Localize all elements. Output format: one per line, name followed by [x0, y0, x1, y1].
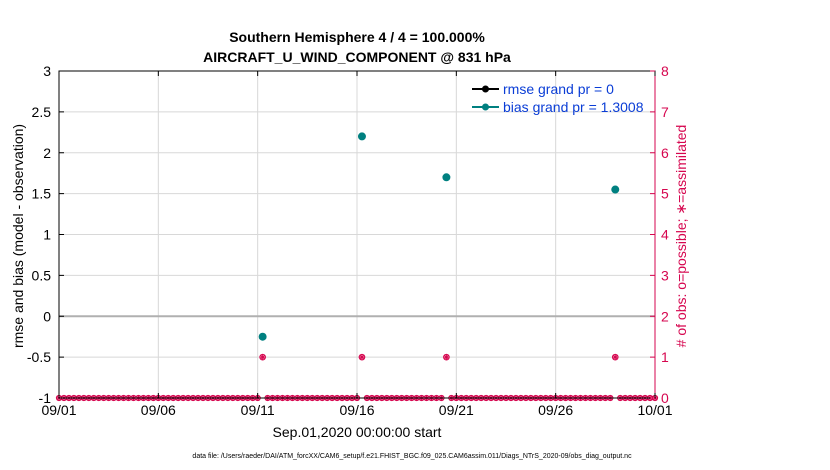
x-tick-label: 09/21	[439, 402, 474, 418]
obs-assimilated-point	[259, 353, 266, 361]
x-tick-label: 09/01	[41, 402, 76, 418]
chart-title: Southern Hemisphere 4 / 4 = 100.000%	[229, 29, 485, 45]
y2-tick-label: 2	[661, 308, 669, 324]
obs-assimilated-point	[443, 353, 450, 361]
legend-label: rmse grand pr = 0	[503, 81, 614, 97]
x-tick-label: 09/11	[241, 402, 275, 418]
data-points	[258, 132, 620, 361]
asterisk-stroke	[359, 354, 365, 360]
y-tick-label: 1.5	[32, 186, 52, 202]
y-axis-ticks: -1 -0.5 0 0.5 1 1.5 2 2.5 3	[27, 63, 64, 406]
asterisk-stroke	[612, 354, 618, 360]
x-tick-label: 09/26	[538, 402, 573, 418]
bias-point	[442, 173, 451, 182]
obs-assimilated-point	[358, 353, 366, 361]
asterisk-stroke	[443, 354, 450, 360]
y2-axis-label: # of obs: o=possible; ∗=assimilated	[673, 125, 689, 348]
obs-assimilated-point	[612, 353, 619, 361]
y-axis-label: rmse and bias (model - observation)	[10, 124, 26, 348]
bias-point	[357, 132, 366, 141]
legend-marker	[482, 103, 489, 111]
y-tick-label: 2.5	[32, 104, 52, 120]
y2-tick-label: 4	[661, 227, 669, 243]
y2-tick-label: 7	[661, 104, 669, 120]
y-tick-label: 1	[43, 227, 51, 243]
y2-axis-ticks: 0 1 2 3 4 5 6 7 8	[650, 63, 669, 406]
y2-tick-label: 1	[661, 349, 669, 365]
y-tick-label: 0	[43, 308, 51, 324]
y2-tick-label: 3	[661, 267, 669, 283]
chart-subtitle: AIRCRAFT_U_WIND_COMPONENT @ 831 hPa	[203, 49, 511, 65]
x-axis-label: Sep.01,2020 00:00:00 start	[273, 424, 442, 440]
x-tick-label: 09/16	[339, 402, 374, 418]
x-tick-label: 09/06	[141, 402, 176, 418]
asterisk-stroke	[260, 354, 266, 360]
y2-tick-label: 0	[661, 390, 669, 406]
legend-label: bias grand pr = 1.3008	[503, 99, 644, 115]
y-tick-label: -1	[39, 390, 52, 406]
bias-point	[258, 332, 267, 341]
y2-tick-label: 6	[661, 145, 669, 161]
y2-tick-label: 8	[661, 63, 669, 79]
grid-lines	[58, 70, 656, 399]
y-tick-label: 3	[43, 63, 51, 79]
x-axis-ticks: 09/01 09/06 09/11 09/16 09/21 09/26 10/01	[41, 71, 673, 418]
footer-data-file: data file: /Users/raeder/DAI/ATM_forcXX/…	[192, 453, 632, 460]
x-tick-label: 10/01	[637, 402, 672, 418]
legend-marker	[482, 85, 489, 93]
y-tick-label: 2	[43, 145, 51, 161]
bias-point	[611, 185, 620, 194]
y-tick-label: -0.5	[27, 349, 51, 365]
y2-tick-label: 5	[661, 186, 669, 202]
legend: rmse grand pr = 0 bias grand pr = 1.3008	[472, 81, 644, 115]
y-tick-label: 0.5	[32, 267, 52, 283]
